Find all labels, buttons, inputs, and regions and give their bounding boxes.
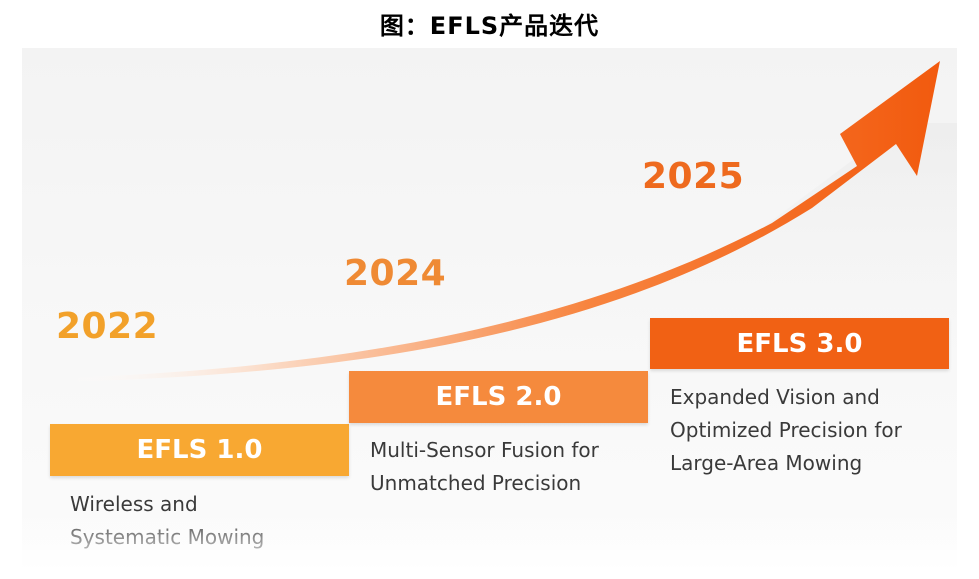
- timeline-panel: 2022 2024 2025 EFLS 1.0 EFLS 2.0 EFLS 3.…: [22, 48, 957, 572]
- page-title: 图：EFLS产品迭代: [379, 12, 600, 40]
- stage-efls-3-description: Expanded Vision and Optimized Precision …: [670, 385, 902, 475]
- year-2022: 2022: [56, 306, 159, 347]
- stage-efls-1-label: EFLS 1.0: [50, 424, 349, 476]
- stage-efls-2-description: Multi-Sensor Fusion for Unmatched Precis…: [370, 438, 599, 495]
- stage-efls-3-label: EFLS 3.0: [650, 318, 949, 369]
- panel-fade: [22, 512, 957, 572]
- year-2024: 2024: [344, 253, 447, 294]
- year-2025: 2025: [642, 156, 745, 197]
- stage-efls-2-label: EFLS 2.0: [349, 371, 648, 423]
